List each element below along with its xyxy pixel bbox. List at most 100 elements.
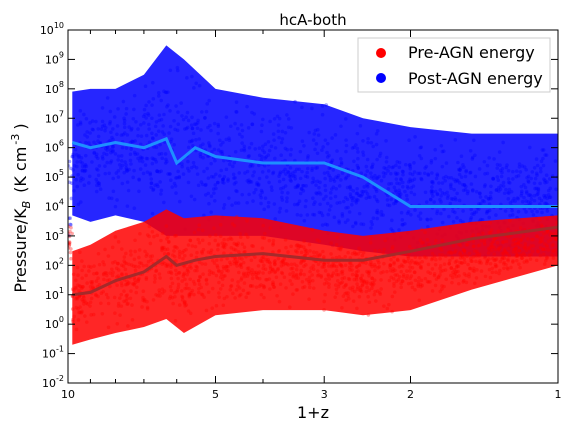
data-point-pre-agn	[217, 280, 221, 285]
data-point-pre-agn	[402, 260, 407, 264]
data-point-pre-agn	[453, 260, 458, 264]
data-point-post-agn	[293, 99, 297, 104]
data-point-post-agn	[361, 153, 366, 157]
data-point-pre-agn	[475, 249, 479, 254]
data-point-post-agn	[315, 127, 320, 132]
data-point-post-agn	[151, 157, 156, 161]
data-point-pre-agn	[122, 289, 126, 293]
data-point-pre-agn	[487, 247, 491, 252]
data-point-pre-agn	[438, 253, 442, 257]
data-point-pre-agn	[442, 262, 447, 267]
data-point-post-agn	[130, 139, 134, 144]
data-point-pre-agn	[168, 294, 173, 299]
data-point-pre-agn	[298, 271, 303, 276]
data-point-post-agn	[374, 210, 379, 215]
data-point-post-agn	[374, 142, 379, 147]
data-point-post-agn	[263, 196, 268, 200]
data-point-post-agn	[340, 171, 345, 175]
data-point-post-agn	[208, 123, 212, 128]
data-point-pre-agn	[259, 283, 263, 287]
data-point-pre-agn	[152, 280, 157, 284]
data-point-post-agn	[221, 206, 226, 210]
data-point-pre-agn	[187, 292, 192, 296]
data-point-post-agn	[341, 199, 346, 204]
data-point-pre-agn	[249, 270, 253, 275]
data-point-pre-agn	[310, 227, 315, 232]
data-point-pre-agn	[391, 269, 395, 274]
data-point-pre-agn	[273, 269, 278, 274]
data-point-pre-agn	[282, 257, 287, 261]
data-point-post-agn	[195, 126, 200, 131]
data-point-post-agn	[125, 133, 130, 137]
data-point-post-agn	[203, 116, 207, 120]
data-point-pre-agn	[518, 265, 522, 270]
data-point-pre-agn	[440, 284, 444, 288]
data-point-post-agn	[198, 152, 203, 157]
data-point-post-agn	[370, 222, 374, 227]
data-point-pre-agn	[217, 291, 221, 295]
data-point-pre-agn	[501, 251, 506, 255]
data-point-post-agn	[390, 228, 395, 233]
data-point-pre-agn	[538, 253, 543, 258]
data-point-pre-agn	[277, 299, 282, 304]
data-point-pre-agn	[255, 276, 260, 280]
data-point-pre-agn	[493, 236, 497, 241]
data-point-pre-agn	[247, 269, 251, 274]
data-point-post-agn	[80, 169, 85, 173]
data-point-post-agn	[279, 153, 283, 157]
data-point-post-agn	[159, 98, 164, 103]
data-point-pre-agn	[188, 277, 193, 282]
data-point-pre-agn	[452, 250, 457, 255]
data-point-post-agn	[546, 192, 551, 197]
data-point-pre-agn	[213, 238, 218, 243]
data-point-pre-agn	[410, 285, 415, 290]
data-point-pre-agn	[97, 282, 102, 287]
data-point-post-agn	[533, 176, 538, 181]
data-point-post-agn	[128, 152, 133, 157]
data-point-post-agn	[398, 192, 403, 197]
data-point-post-agn	[457, 198, 462, 203]
data-point-pre-agn	[365, 280, 369, 284]
data-point-pre-agn	[477, 243, 482, 247]
data-point-post-agn	[458, 168, 462, 172]
data-point-post-agn	[246, 180, 251, 185]
data-point-post-agn	[346, 205, 350, 210]
data-point-post-agn	[535, 209, 539, 214]
data-point-pre-agn	[281, 259, 285, 263]
data-point-post-agn	[379, 178, 384, 183]
data-point-pre-agn	[438, 256, 442, 261]
data-point-pre-agn	[416, 282, 420, 287]
data-point-pre-agn	[130, 303, 134, 307]
data-point-post-agn	[262, 207, 267, 212]
data-point-post-agn	[462, 183, 467, 187]
data-point-pre-agn	[354, 275, 359, 280]
data-point-pre-agn	[401, 264, 405, 269]
data-point-post-agn	[184, 126, 189, 131]
data-point-pre-agn	[311, 250, 316, 254]
data-point-pre-agn	[197, 223, 202, 227]
data-point-post-agn	[525, 175, 529, 180]
data-point-post-agn	[506, 168, 511, 173]
data-point-pre-agn	[370, 280, 375, 285]
data-point-pre-agn	[290, 266, 295, 271]
data-point-post-agn	[248, 164, 252, 169]
data-point-post-agn	[247, 145, 252, 150]
data-point-post-agn	[224, 167, 229, 172]
data-point-pre-agn	[508, 218, 512, 223]
data-point-pre-agn	[214, 258, 219, 262]
data-point-pre-agn	[344, 282, 348, 287]
data-point-post-agn	[413, 208, 417, 212]
data-point-post-agn	[369, 174, 374, 179]
data-point-post-agn	[202, 213, 206, 218]
data-point-post-agn	[270, 188, 274, 193]
data-point-post-agn	[138, 167, 143, 171]
data-point-pre-agn	[137, 261, 142, 265]
data-point-pre-agn	[361, 279, 365, 283]
data-point-pre-agn	[72, 288, 76, 292]
data-point-post-agn	[266, 169, 271, 173]
data-point-pre-agn	[91, 285, 95, 289]
data-point-pre-agn	[260, 246, 265, 250]
data-point-pre-agn	[127, 281, 131, 285]
data-point-pre-agn	[327, 282, 331, 287]
data-point-pre-agn	[512, 247, 516, 252]
